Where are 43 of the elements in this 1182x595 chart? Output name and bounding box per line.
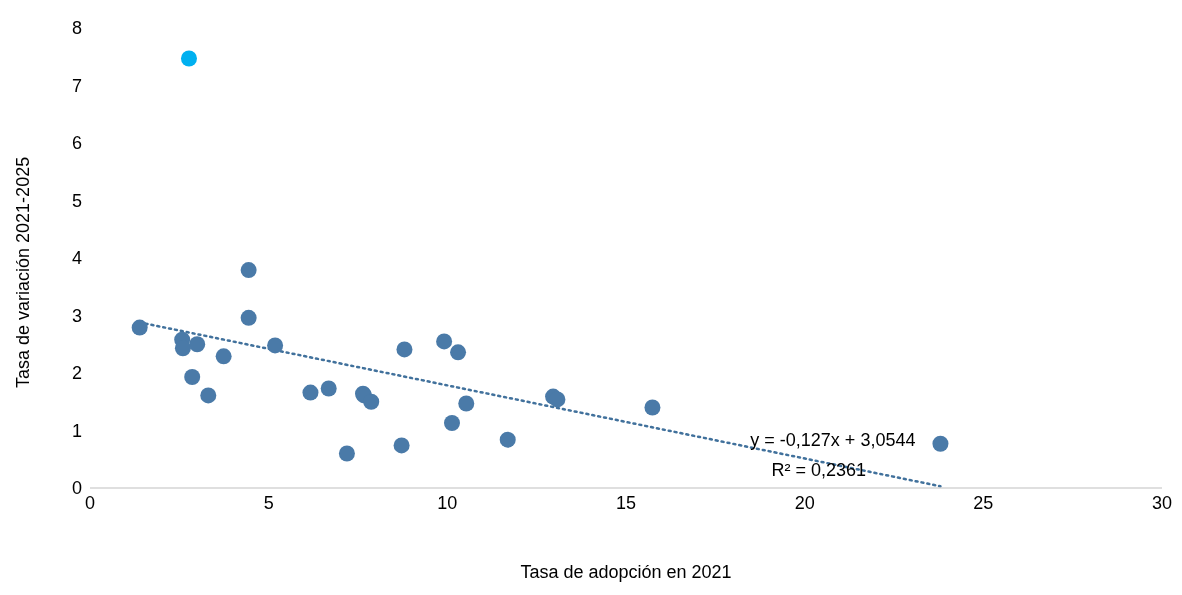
point (131, 319, 148, 336)
annotation: y = -0,127x + 3,0544 (750, 430, 916, 451)
point (215, 348, 232, 365)
point (189, 336, 206, 353)
annotation: R² = 0,2361 (771, 459, 867, 480)
point (184, 369, 201, 386)
point (458, 395, 475, 412)
y-tick-label: 4 (71, 248, 82, 269)
point (549, 391, 566, 408)
point (267, 337, 284, 354)
x-tick-label: 15 (615, 492, 637, 513)
point (396, 341, 413, 358)
point (338, 445, 355, 462)
point (443, 415, 460, 432)
y-tick-label: 0 (71, 478, 82, 499)
y-tick-label: 2 (71, 363, 82, 384)
point (932, 435, 949, 452)
point (302, 384, 319, 401)
y-tick-label: 8 (71, 18, 82, 39)
x-tick-label: 25 (973, 492, 994, 513)
point (240, 262, 257, 279)
y-tick-label: 3 (71, 305, 82, 326)
point (180, 50, 197, 67)
y-axis-title: Tasa de variación 2021-2025 (13, 156, 34, 388)
y-tick-label: 5 (71, 190, 82, 211)
x-tick-label: 0 (84, 492, 96, 513)
point (240, 309, 257, 326)
y-tick-label: 7 (71, 75, 82, 96)
x-tick-label: 5 (263, 492, 274, 513)
point (450, 344, 467, 361)
y-tick-label: 1 (71, 420, 82, 441)
x-tick-label: 20 (794, 492, 815, 513)
x-tick-label: 10 (437, 492, 458, 513)
point (320, 380, 337, 397)
x-tick-label: 30 (1151, 492, 1173, 513)
point (436, 333, 453, 350)
point (393, 437, 410, 454)
point (644, 399, 661, 416)
point (499, 431, 516, 448)
x-axis-title: Tasa de adopción en 2021 (520, 562, 732, 582)
point (363, 393, 380, 410)
point (200, 387, 217, 404)
y-tick-label: 6 (71, 133, 82, 154)
